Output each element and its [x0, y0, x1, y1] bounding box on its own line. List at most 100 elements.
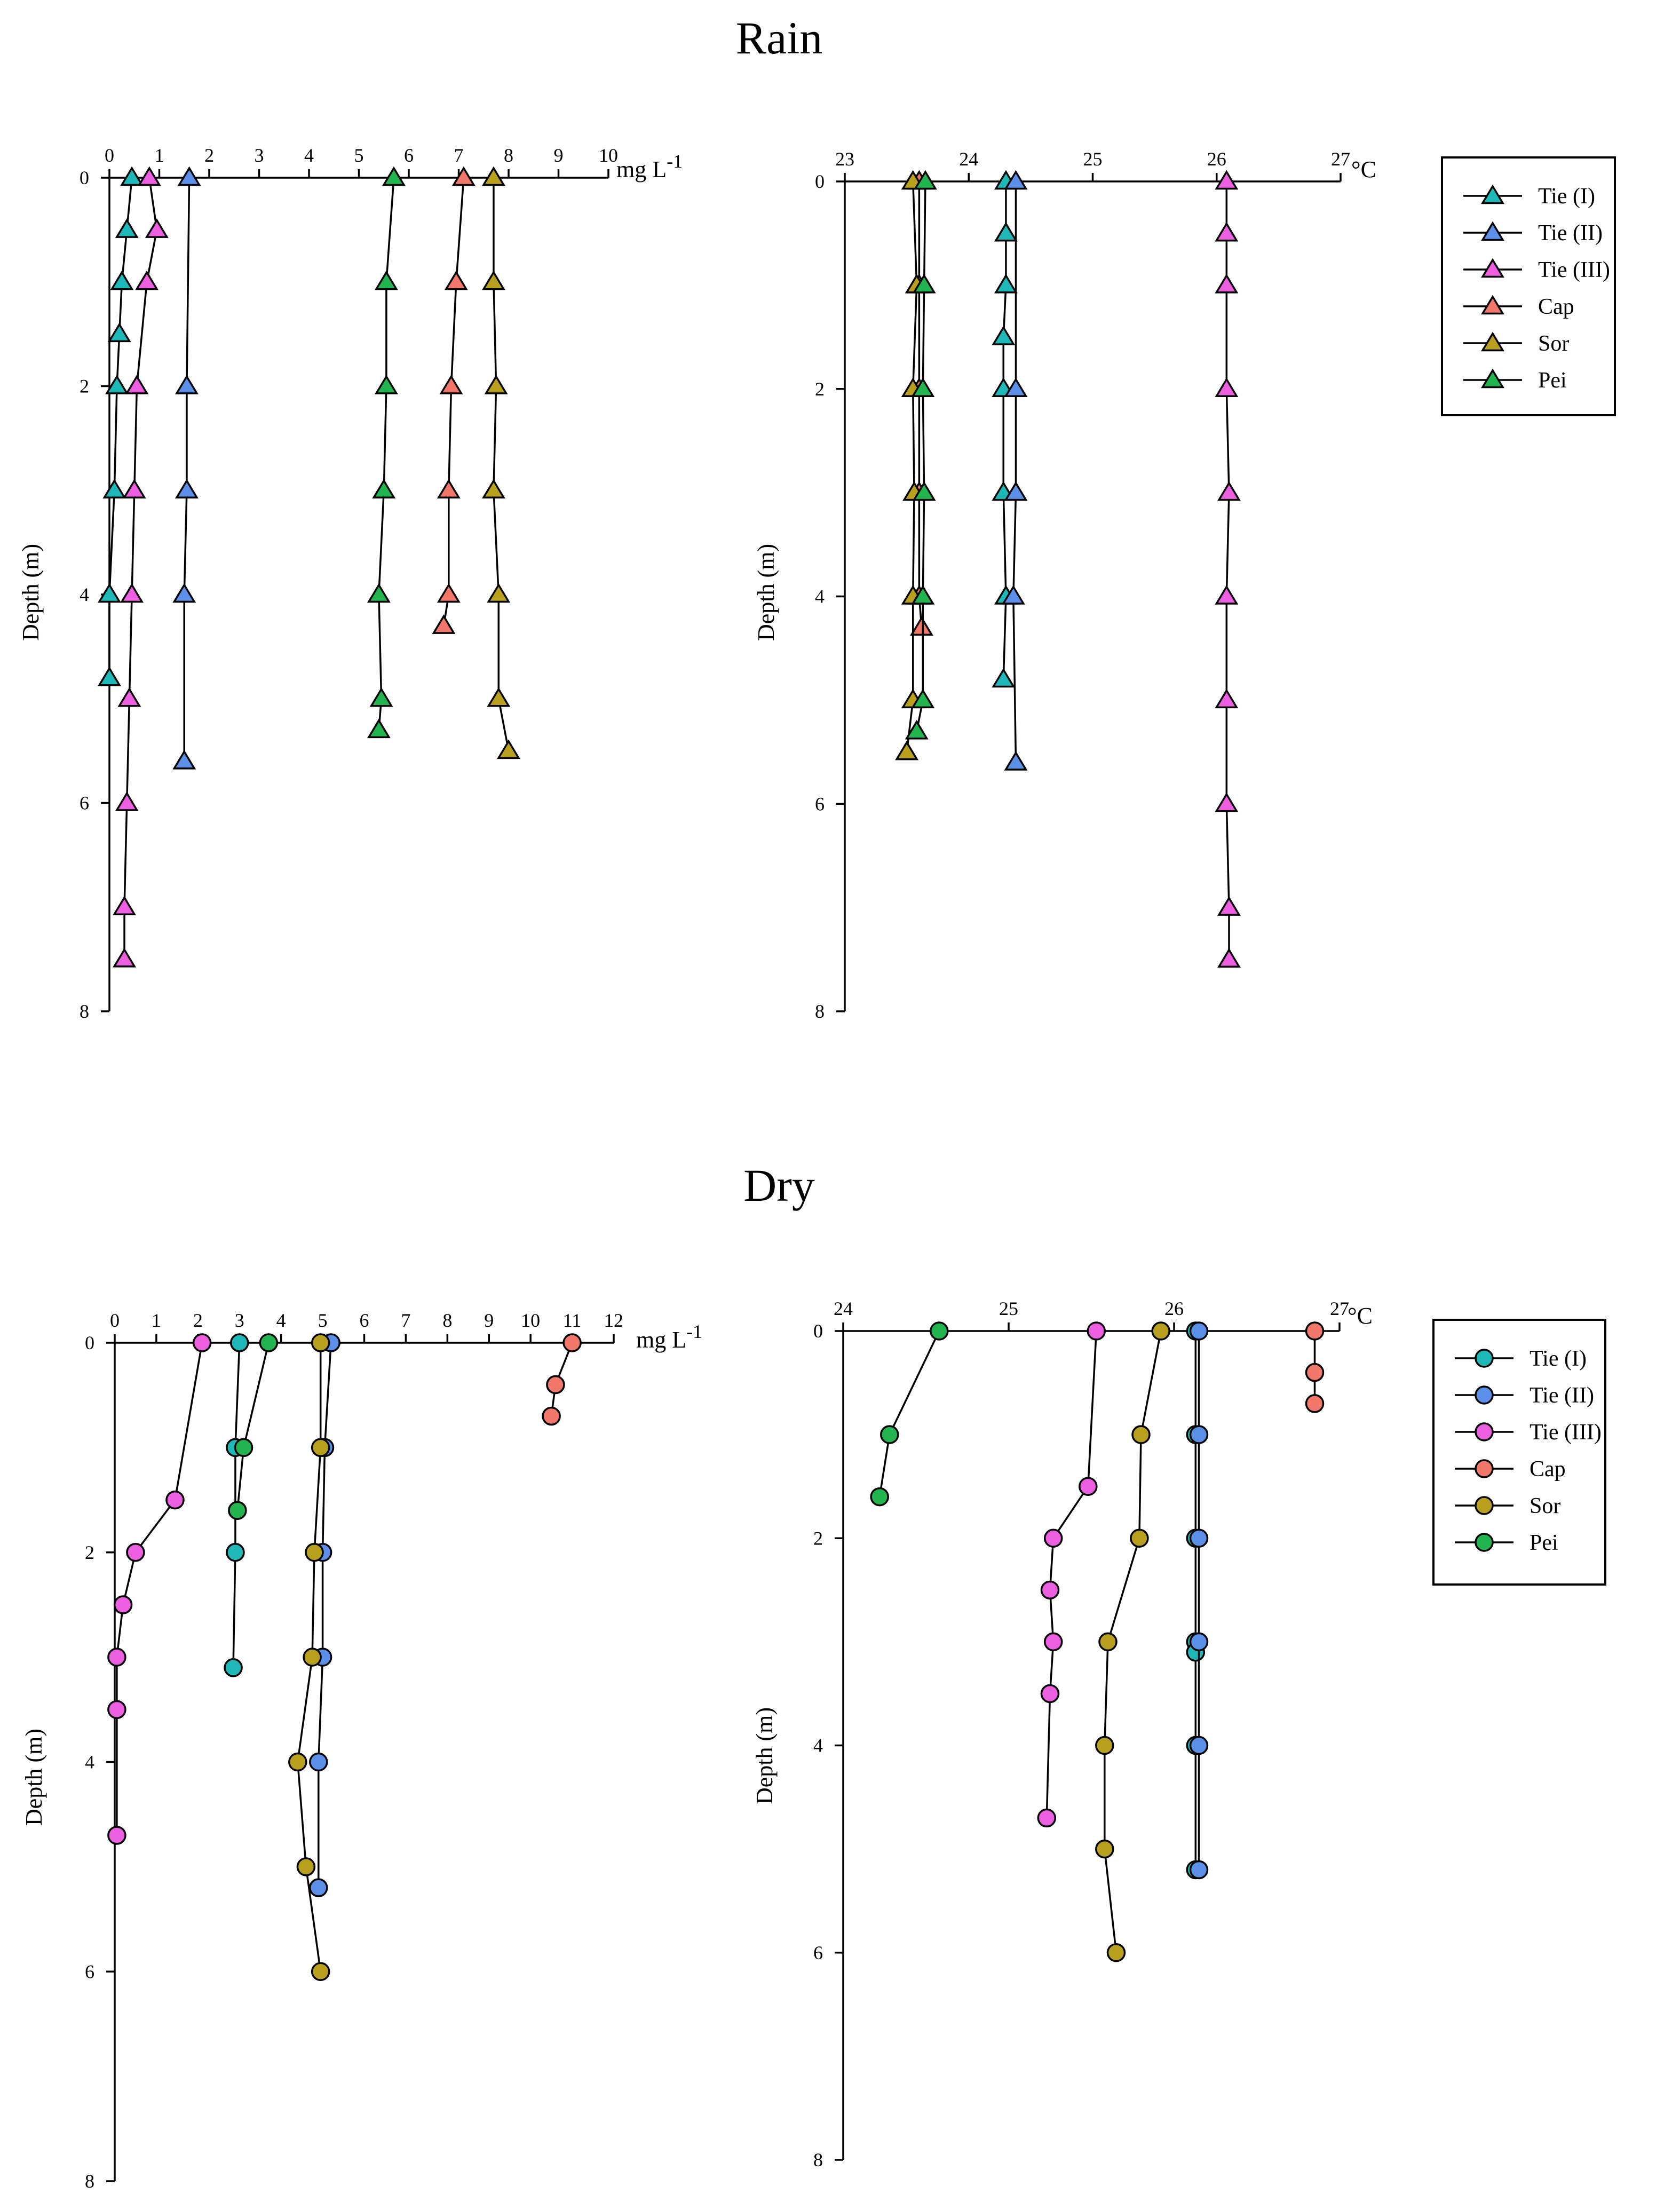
data-point-tie-iii: [1215, 170, 1239, 190]
data-point-sor: [311, 1962, 330, 1981]
series-tie-ii: [309, 1333, 340, 1897]
data-point-sor: [311, 1333, 330, 1352]
data-point-cap: [562, 1333, 582, 1352]
series-tie-i: [992, 170, 1018, 688]
x-tick-label: 25: [999, 1298, 1018, 1319]
data-point-tie-iii: [117, 687, 141, 707]
x-tick-label: 4: [304, 145, 314, 166]
series-tie-i: [1186, 1321, 1206, 1880]
x-tick-label: 10: [599, 145, 618, 166]
data-point-tie-iii: [113, 896, 137, 915]
legend-label: Pei: [1530, 1531, 1558, 1555]
data-point-pei: [367, 583, 391, 603]
x-tick-label: 11: [563, 1310, 582, 1331]
y-tick-label: 4: [80, 584, 89, 605]
x-axis-unit-label: °C: [1348, 1303, 1373, 1329]
legend-marker-cap: [1481, 295, 1504, 315]
legend-marker-pei: [1481, 368, 1504, 389]
panel-rain-dissolved-oxygen: 0 1 2 3 4 5 6 7 8 9 10 0 2 4 6 8 mg L-1 Depth (m): [18, 145, 683, 1022]
data-point-tie-i: [224, 1658, 243, 1677]
x-axis-unit-label: mg L-1: [636, 1321, 702, 1353]
data-point-tie-iii: [107, 1826, 126, 1845]
data-point-tie-i: [992, 326, 1016, 345]
series-line-sor: [493, 178, 510, 751]
data-point-tie-i: [994, 221, 1018, 242]
legend-item-tie-ii: Tie (II): [1455, 1383, 1594, 1408]
series-line-cap: [442, 177, 465, 626]
data-point-cap: [437, 479, 461, 498]
data-point-tie-iii: [1215, 273, 1239, 294]
data-point-tie-ii: [1001, 585, 1025, 605]
data-point-cap: [437, 583, 461, 603]
x-tick-label: 8: [504, 145, 513, 166]
series-line-tie-iii: [1045, 1330, 1098, 1818]
data-point-tie-iii: [165, 1490, 185, 1510]
data-point-tie-ii: [1189, 1321, 1209, 1341]
data-point-tie-iii: [113, 1595, 133, 1614]
x-tick-label: 4: [276, 1310, 286, 1331]
legend-label: Tie (III): [1538, 258, 1610, 282]
data-point-pei: [930, 1321, 949, 1341]
data-point-sor: [1151, 1321, 1170, 1341]
data-point-tie-i: [102, 479, 126, 498]
legend-marker-tie-iii: [1481, 258, 1504, 278]
data-point-pei: [228, 1501, 247, 1520]
y-tick-label: 8: [80, 1001, 89, 1022]
x-tick-label: 6: [360, 1310, 369, 1331]
legend-marker-tie-ii: [1475, 1385, 1494, 1405]
legend-label: Tie (II): [1538, 221, 1603, 245]
data-point-tie-ii: [1004, 377, 1028, 397]
y-axis-title: Depth (m): [751, 1707, 778, 1804]
x-tick-label: 26: [1207, 148, 1226, 170]
data-point-tie-iii: [192, 1333, 212, 1352]
data-point-tie-iii: [1043, 1528, 1063, 1548]
data-point-tie-iii: [120, 583, 144, 603]
data-point-tie-iii: [1217, 481, 1241, 501]
data-point-tie-iii: [1215, 792, 1239, 812]
data-point-tie-ii: [1189, 1425, 1209, 1444]
data-point-pei: [880, 1425, 899, 1444]
series-line-cap: [918, 181, 923, 628]
series-line-sor: [906, 181, 918, 752]
y-tick-label: 8: [815, 1001, 825, 1022]
data-point-tie-iii: [1215, 221, 1239, 242]
data-point-pei: [912, 273, 936, 294]
series-line-pei: [378, 177, 395, 730]
y-tick-label: 2: [80, 376, 89, 397]
data-point-pei: [382, 166, 406, 186]
x-tick-label: 27: [1330, 1298, 1349, 1319]
series-tie-ii: [1189, 1321, 1209, 1880]
data-point-tie-iii: [122, 479, 146, 498]
data-point-cap: [1305, 1363, 1325, 1382]
data-point-sor: [481, 479, 505, 498]
data-point-tie-ii: [172, 583, 196, 603]
x-tick-label: 3: [235, 1310, 244, 1331]
y-tick-label: 6: [813, 1942, 823, 1963]
legend-label: Cap: [1538, 295, 1574, 319]
y-tick-label: 2: [85, 1542, 94, 1563]
legend-marker-pei: [1475, 1533, 1494, 1552]
x-tick-label: 8: [442, 1310, 452, 1331]
legend-marker-cap: [1475, 1459, 1494, 1478]
series-tie-iii: [1215, 170, 1241, 968]
data-point-tie-iii: [107, 1700, 126, 1720]
data-point-pei: [912, 481, 936, 501]
data-point-tie-ii: [175, 375, 199, 394]
data-point-sor: [487, 583, 511, 603]
series-sor: [481, 166, 520, 759]
y-tick-label: 8: [813, 2149, 823, 2171]
series-line-tie-i: [108, 177, 133, 678]
data-point-tie-iii: [1040, 1684, 1060, 1704]
legend-item-pei: Pei: [1463, 368, 1567, 393]
legend-item-tie-ii: Tie (II): [1463, 221, 1603, 245]
data-point-pei: [870, 1487, 889, 1507]
data-point-tie-ii: [1189, 1632, 1209, 1652]
data-point-pei: [913, 170, 937, 190]
data-point-sor: [487, 687, 511, 707]
series-line-tie-i: [232, 1342, 241, 1668]
y-tick-label: 0: [813, 1320, 823, 1342]
series-line-tie-iii: [1225, 181, 1230, 960]
